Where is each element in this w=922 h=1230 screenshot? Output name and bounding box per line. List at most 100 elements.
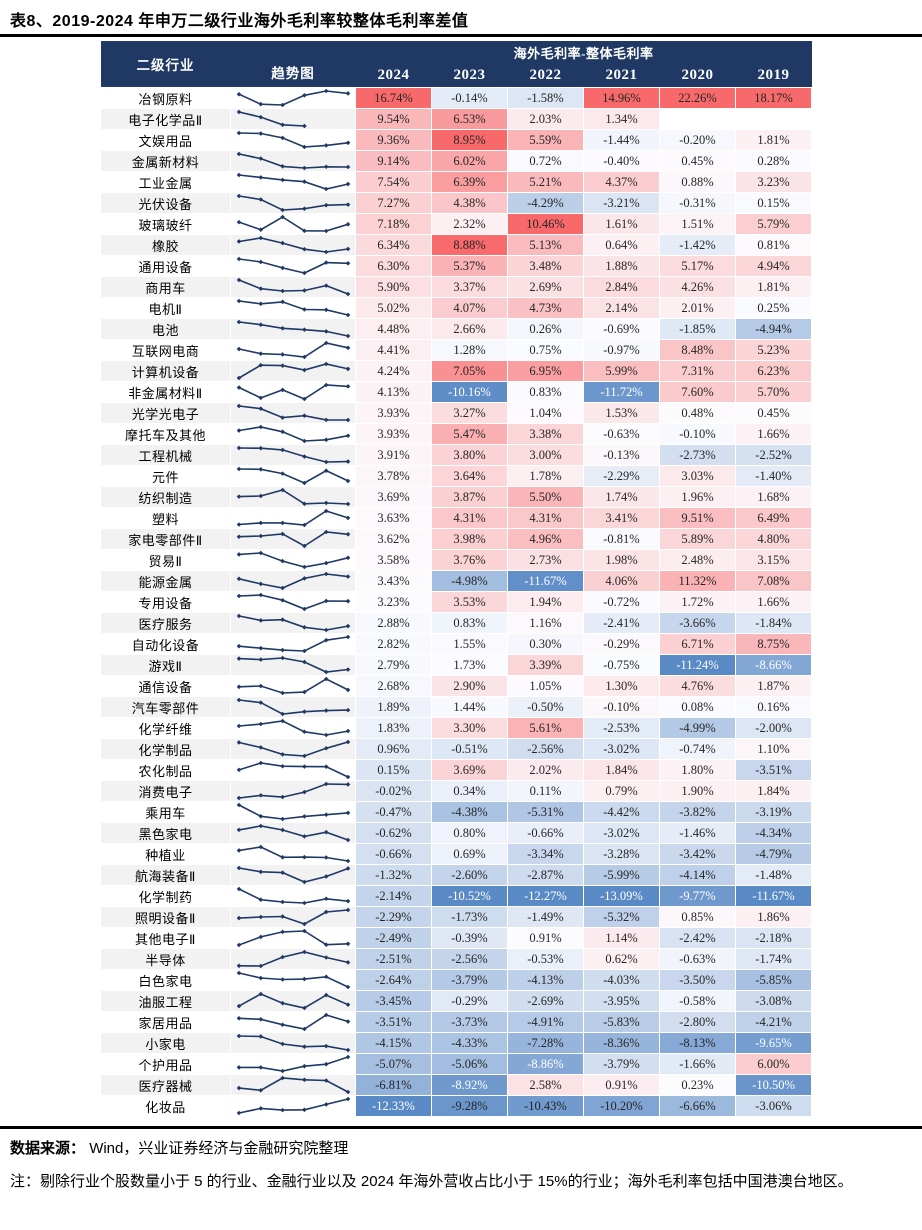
table-row: 白色家电 -2.64% -3.79% -4.13% -4.03% -3.50% -5.85% [100, 969, 813, 991]
value-cell: -2.56% [507, 738, 584, 760]
value-cell: -5.85% [734, 969, 813, 991]
trend-chart-cell [230, 549, 356, 571]
value-cell [659, 108, 736, 130]
industry-name-cell: 文娱用品 [100, 129, 231, 151]
trend-sparkline [236, 235, 350, 255]
value-cell: -2.42% [659, 927, 736, 949]
value-cell: -1.48% [734, 864, 813, 886]
value-cell: -13.09% [583, 885, 660, 907]
col-header-2022: 2022 [507, 63, 584, 88]
table-row: 塑料 3.63% 4.31% 4.31% 3.41% 9.51% 6.49% [100, 507, 813, 529]
industry-name-cell: 光学光电子 [100, 402, 231, 424]
trend-chart-cell [230, 1053, 356, 1075]
value-cell: 1.94% [507, 591, 584, 613]
value-cell: -0.63% [659, 948, 736, 970]
value-cell: 5.21% [507, 171, 584, 193]
value-cell: -11.67% [734, 885, 813, 907]
trend-sparkline [236, 991, 350, 1011]
industry-name-cell: 非金属材料Ⅱ [100, 381, 231, 403]
industry-name-cell: 黑色家电 [100, 822, 231, 844]
value-cell: -0.62% [355, 822, 432, 844]
industry-name-cell: 光伏设备 [100, 192, 231, 214]
value-cell: -8.66% [734, 654, 813, 676]
value-cell: 1.89% [355, 696, 432, 718]
value-cell: 5.13% [507, 234, 584, 256]
trend-chart-cell [230, 528, 356, 550]
value-cell: -0.51% [431, 738, 508, 760]
value-cell: 4.48% [355, 318, 432, 340]
industry-name-cell: 小家电 [100, 1032, 231, 1054]
value-cell: 3.62% [355, 528, 432, 550]
value-cell: -0.10% [583, 696, 660, 718]
value-cell: -4.34% [734, 822, 813, 844]
trend-chart-cell [230, 339, 356, 361]
value-cell: -4.33% [431, 1032, 508, 1054]
value-cell: 1.53% [583, 402, 660, 424]
col-header-2023: 2023 [431, 63, 508, 88]
industry-name-cell: 玻璃玻纤 [100, 213, 231, 235]
trend-sparkline [236, 403, 350, 423]
trend-chart-cell [230, 948, 356, 970]
value-cell: 3.64% [431, 465, 508, 487]
value-cell: 0.62% [583, 948, 660, 970]
table-row: 光伏设备 7.27% 4.38% -4.29% -3.21% -0.31% 0.15% [100, 192, 813, 214]
industry-margin-table: 二级行业 趋势图 海外毛利率-整体毛利率 2024 2023 2022 2021… [100, 41, 813, 1117]
trend-chart-cell [230, 444, 356, 466]
value-cell: -3.06% [734, 1095, 813, 1117]
value-cell: 1.81% [734, 129, 813, 151]
value-cell: 2.66% [431, 318, 508, 340]
value-cell: -3.21% [583, 192, 660, 214]
value-cell: -11.24% [659, 654, 736, 676]
value-cell: -11.72% [583, 381, 660, 403]
value-cell: 3.48% [507, 255, 584, 277]
value-cell: 0.23% [659, 1074, 736, 1096]
trend-chart-cell [230, 633, 356, 655]
value-cell: 1.78% [507, 465, 584, 487]
value-cell: -2.73% [659, 444, 736, 466]
value-cell: -6.81% [355, 1074, 432, 1096]
trend-chart-cell [230, 213, 356, 235]
value-cell: -0.53% [507, 948, 584, 970]
table-row: 航海装备Ⅱ -1.32% -2.60% -2.87% -5.99% -4.14% -1.48… [100, 864, 813, 886]
value-cell: 0.80% [431, 822, 508, 844]
value-cell: 9.54% [355, 108, 432, 130]
value-cell: -3.79% [583, 1053, 660, 1075]
trend-sparkline [236, 529, 350, 549]
trend-chart-cell [230, 192, 356, 214]
value-cell: -0.47% [355, 801, 432, 823]
value-cell: -1.84% [734, 612, 813, 634]
trend-chart-cell [230, 255, 356, 277]
table-row: 非金属材料Ⅱ 4.13% -10.16% 0.83% -11.72% 7.60% 5.70% [100, 381, 813, 403]
trend-sparkline [236, 907, 350, 927]
trend-sparkline [236, 949, 350, 969]
value-cell: 6.23% [734, 360, 813, 382]
value-cell: 0.79% [583, 780, 660, 802]
trend-chart-cell [230, 87, 356, 109]
value-cell: 2.48% [659, 549, 736, 571]
value-cell: 0.25% [734, 297, 813, 319]
col-header-2020: 2020 [659, 63, 736, 88]
footnote: 注：剔除行业个股数量小于 5 的行业、金融行业以及 2024 年海外营收占比小于… [10, 1173, 853, 1190]
value-cell: 3.23% [734, 171, 813, 193]
trend-sparkline [236, 1012, 350, 1032]
data-source-label: 数据来源： [10, 1140, 86, 1157]
trend-sparkline [236, 823, 350, 843]
value-cell: 0.81% [734, 234, 813, 256]
trend-chart-cell [230, 465, 356, 487]
value-cell: -0.20% [659, 129, 736, 151]
value-cell: -5.06% [431, 1053, 508, 1075]
value-cell: 1.04% [507, 402, 584, 424]
value-cell: -4.79% [734, 843, 813, 865]
industry-name-cell: 贸易Ⅱ [100, 549, 231, 571]
industry-name-cell: 消费电子 [100, 780, 231, 802]
value-cell: -3.95% [583, 990, 660, 1012]
value-cell: 4.26% [659, 276, 736, 298]
industry-name-cell: 工程机械 [100, 444, 231, 466]
industry-name-cell: 商用车 [100, 276, 231, 298]
value-cell: -4.99% [659, 717, 736, 739]
trend-sparkline [236, 109, 307, 129]
industry-name-cell: 个护用品 [100, 1053, 231, 1075]
table-row: 照明设备Ⅱ -2.29% -1.73% -1.49% -5.32% 0.85% 1.86% [100, 906, 813, 928]
value-cell: -1.85% [659, 318, 736, 340]
industry-name-cell: 乘用车 [100, 801, 231, 823]
